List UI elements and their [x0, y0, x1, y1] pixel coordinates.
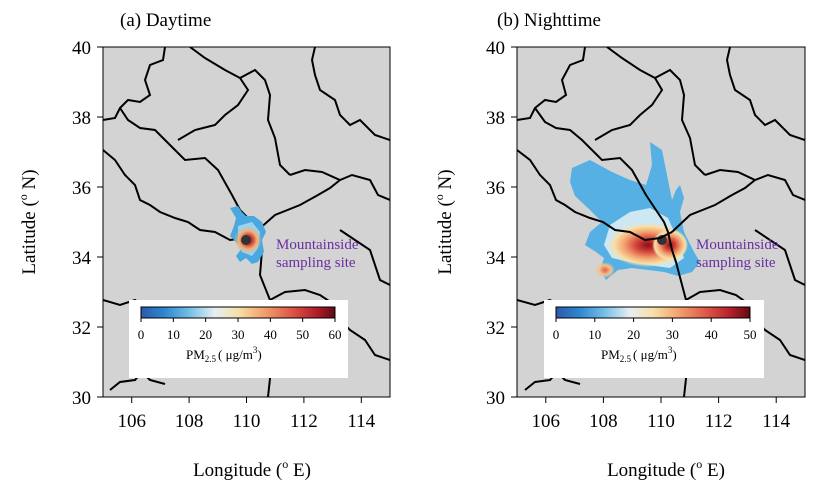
y-tick-label: 38 — [486, 108, 505, 129]
site-label-line1: Mountainside — [696, 237, 779, 253]
colorbar-tick-label: 60 — [329, 327, 342, 342]
y-tick-label: 36 — [72, 178, 91, 199]
colorbar-tick-label: 40 — [264, 327, 277, 342]
colorbar-tick-label: 30 — [232, 327, 245, 342]
x-axis-label: Longitude (o E) — [607, 457, 725, 481]
colorbar-tick-label: 50 — [296, 327, 309, 342]
x-tick-label: 108 — [175, 411, 204, 432]
y-axis-label: Latitude (o N) — [16, 169, 40, 274]
colorbar-tick-label: 20 — [627, 327, 640, 342]
colorbar-tick-label: 0 — [138, 327, 145, 342]
panel-nighttime: (b) Nighttime Mountainside samp — [432, 10, 806, 481]
colorbar: 0 10 20 30 40 50 60 PM2.5( μg/m3) — [129, 300, 348, 378]
y-tick-label: 34 — [486, 248, 506, 269]
x-tick-label: 108 — [589, 411, 618, 432]
panel-title: (b) Nighttime — [497, 10, 601, 31]
colorbar-tick-label: 10 — [588, 327, 601, 342]
x-axis-label: Longitude (o E) — [193, 457, 311, 481]
x-tick-label: 114 — [762, 411, 790, 432]
colorbar-label: PM2.5( μg/m3) — [186, 345, 262, 364]
colorbar-label: PM2.5( μg/m3) — [601, 345, 677, 364]
x-tick-label: 110 — [647, 411, 675, 432]
y-tick-label: 30 — [72, 388, 91, 409]
y-tick-label: 32 — [72, 318, 91, 339]
x-tick-label: 106 — [117, 411, 146, 432]
panel-title: (a) Daytime — [120, 10, 211, 31]
colorbar-gradient — [555, 306, 751, 319]
x-tick-label: 112 — [705, 411, 733, 432]
sampling-site-point — [241, 235, 251, 245]
y-tick-label: 34 — [72, 248, 92, 269]
colorbar-tick-label: 40 — [705, 327, 718, 342]
y-tick-label: 40 — [486, 38, 505, 59]
axis-ticks: 106 108 110 112 114 40 38 36 34 32 30 — [72, 38, 376, 432]
colorbar-tick-label: 0 — [553, 327, 560, 342]
site-label-line1: Mountainside — [276, 237, 359, 253]
pm25-plume — [230, 206, 266, 264]
x-tick-label: 110 — [233, 411, 261, 432]
colorbar-tick-label: 10 — [167, 327, 180, 342]
colorbar-tick-label: 20 — [199, 327, 212, 342]
x-tick-label: 112 — [290, 411, 318, 432]
x-tick-label: 106 — [532, 411, 561, 432]
y-tick-label: 40 — [72, 38, 91, 59]
axis-ticks: 106 108 110 112 114 40 38 36 34 32 30 — [486, 38, 791, 432]
y-axis-label: Latitude (o N) — [432, 169, 456, 274]
y-tick-label: 30 — [486, 388, 505, 409]
site-label-line2: sampling site — [276, 255, 356, 271]
y-tick-label: 32 — [486, 318, 505, 339]
x-tick-label: 114 — [347, 411, 375, 432]
y-tick-label: 36 — [486, 178, 505, 199]
colorbar-tick-label: 50 — [744, 327, 757, 342]
colorbar-tick-label: 30 — [666, 327, 679, 342]
colorbar-gradient — [140, 306, 336, 319]
site-label-line2: sampling site — [696, 255, 776, 271]
colorbar: 0 10 20 30 40 50 PM2.5( μg/m3) — [544, 300, 764, 378]
panel-daytime: (a) Daytime Mountainside sampling site — [16, 10, 391, 481]
y-tick-label: 38 — [72, 108, 91, 129]
